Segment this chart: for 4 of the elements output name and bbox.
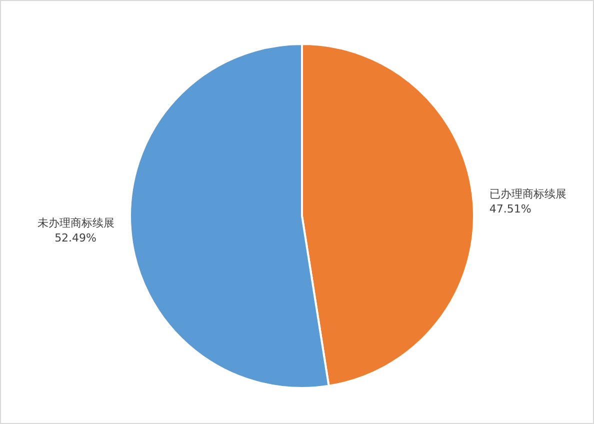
data-label: 52.49%: [54, 232, 97, 245]
slice-label: 未办理商标续展: [38, 216, 115, 230]
slice-label: 已办理商标续展: [489, 187, 566, 200]
data-label: 47.51%: [489, 202, 532, 216]
